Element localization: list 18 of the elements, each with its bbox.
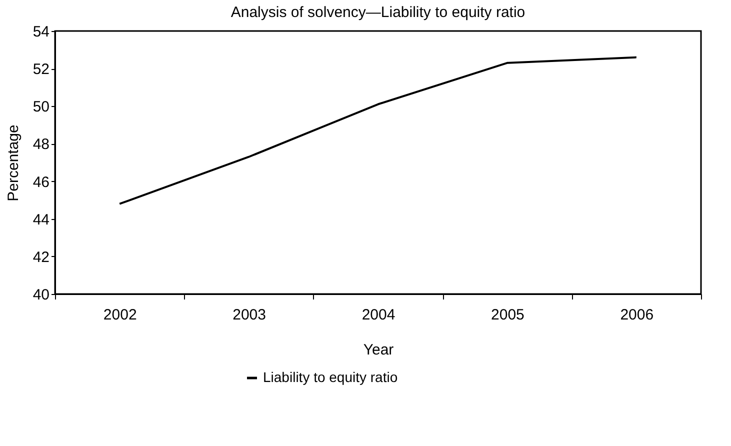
x-axis-title: Year	[363, 342, 394, 358]
x-tick-label: 2002	[103, 306, 137, 324]
y-tick-label: 46	[32, 174, 50, 191]
y-axis-title: Percentage	[4, 124, 22, 202]
chart-title: Analysis of solvency—Liability to equity ratio	[230, 4, 526, 21]
legend-label: Liability to equity ratio	[263, 369, 398, 385]
y-tick-label: 40	[32, 286, 50, 304]
y-tick-label: 50	[32, 98, 50, 116]
y-tick-label: 48	[32, 136, 50, 154]
line-series	[118, 56, 638, 205]
x-tick-label: 2004	[362, 306, 396, 324]
x-tick-label: 2006	[620, 306, 654, 324]
x-tick-label: 2005	[491, 306, 524, 324]
y-tick-label: 44	[32, 211, 50, 228]
y-tick-label: 42	[32, 248, 50, 266]
x-tick-label: 2003	[232, 306, 266, 324]
y-tick-label: 54	[32, 24, 50, 40]
y-tick-label: 52	[32, 61, 50, 78]
